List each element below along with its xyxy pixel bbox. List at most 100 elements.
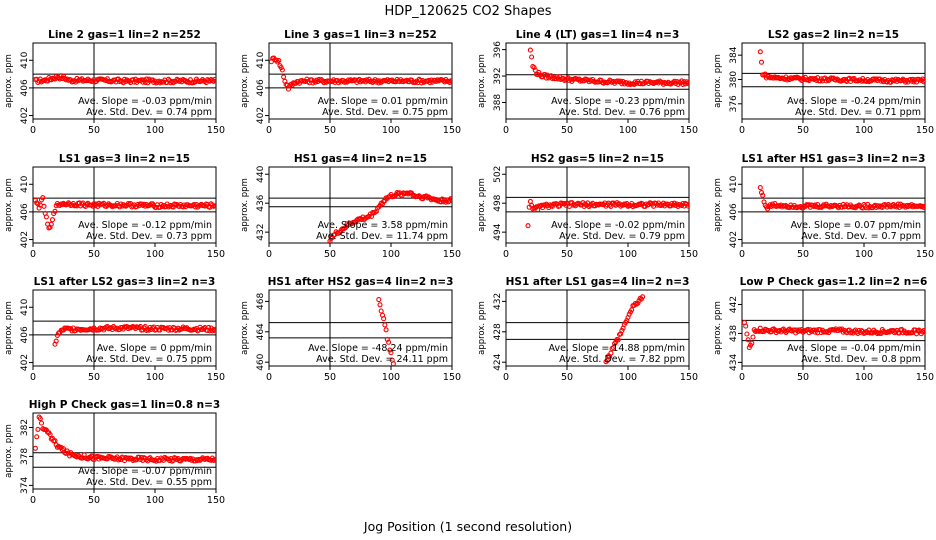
y-axis-label: approx. ppm	[477, 301, 487, 355]
data-point	[281, 74, 287, 80]
data-points	[525, 198, 689, 229]
y-tick-label: 376	[729, 95, 739, 112]
plot-frame	[505, 289, 690, 367]
y-tick-label: 424	[493, 353, 503, 370]
std-dev-label: Ave. Std. Dev. = 0.75 ppm	[86, 354, 212, 365]
std-dev-label: Ave. Std. Dev. = 24.11 ppm	[316, 354, 448, 365]
x-tick-label: 50	[88, 249, 100, 260]
x-tick-label: 50	[324, 372, 336, 383]
y-tick-label: 406	[729, 203, 739, 220]
data-point	[101, 200, 107, 206]
panels: Line 2 gas=1 lin=2 n=252 0 50 100 150 402 406 4…	[4, 29, 934, 506]
data-point	[387, 347, 393, 353]
slope-label: Ave. Slope = -0.12 ppm/min	[78, 220, 212, 231]
data-point	[745, 337, 751, 343]
x-tick-label: 0	[739, 249, 745, 260]
plot-frame	[741, 166, 926, 244]
data-point	[608, 350, 614, 356]
slope-label: Ave. Slope = 0 ppm/min	[97, 343, 212, 354]
data-point	[749, 340, 755, 346]
y-tick-label: 402	[256, 107, 266, 124]
data-point	[806, 330, 812, 336]
x-tick-label: 150	[916, 125, 934, 136]
data-point	[640, 294, 646, 300]
panel-title: Low P Check gas=1.2 lin=2 n=6	[740, 276, 928, 288]
y-tick-label: 396	[493, 41, 503, 58]
data-point	[618, 203, 624, 209]
data-point	[758, 190, 765, 196]
panel-title: HS1 after LS1 gas=4 lin=2 n=3	[506, 276, 690, 288]
y-tick-label: 432	[493, 293, 503, 310]
x-tick-label: 100	[382, 125, 400, 136]
panel-7: HS2 gas=5 lin=2 n=15 0 50 100 150 494 498 502 ap…	[477, 153, 698, 260]
data-point	[213, 203, 216, 209]
y-tick-label: 502	[493, 166, 503, 183]
y-axis-label: approx. ppm	[4, 424, 14, 478]
y-tick-label: 468	[256, 293, 266, 310]
data-point	[449, 197, 452, 203]
y-tick-label: 406	[20, 203, 30, 220]
data-points	[527, 47, 689, 87]
plot-frame	[32, 289, 217, 367]
data-point	[382, 322, 388, 328]
data-points	[52, 323, 216, 347]
data-point	[63, 450, 69, 456]
x-tick-label: 100	[382, 249, 400, 260]
plot-frame	[268, 166, 453, 244]
y-tick-label: 410	[20, 51, 30, 68]
x-tick-label: 50	[561, 249, 573, 260]
data-point	[41, 203, 47, 209]
std-dev-label: Ave. Std. Dev. = 0.7 ppm	[801, 231, 921, 242]
x-tick-label: 0	[30, 249, 36, 260]
x-tick-label: 100	[382, 372, 400, 383]
x-tick-label: 50	[324, 249, 336, 260]
panel-title: HS2 gas=5 lin=2 n=15	[531, 153, 664, 165]
slope-label: Ave. Slope = -0.04 ppm/min	[787, 343, 921, 354]
data-point	[922, 203, 925, 209]
panel-6: HS1 gas=4 lin=2 n=15 0 50 100 150 432 436 440 ap…	[240, 153, 461, 260]
data-point	[376, 297, 382, 303]
x-tick-label: 50	[561, 125, 573, 136]
y-tick-label: 392	[493, 67, 503, 84]
data-point	[38, 420, 45, 426]
panel-2: Line 3 gas=1 lin=3 n=252 0 50 100 150 402 406 4…	[240, 29, 461, 136]
panel-title: Line 2 gas=1 lin=2 n=252	[48, 29, 201, 41]
slope-label: Ave. Slope = 0.01 ppm/min	[318, 96, 448, 107]
x-tick-label: 0	[30, 125, 36, 136]
x-tick-label: 100	[619, 372, 637, 383]
data-point	[47, 431, 53, 438]
y-axis-label: approx. ppm	[4, 54, 14, 108]
x-tick-label: 0	[503, 372, 509, 383]
data-point	[377, 302, 383, 308]
data-point	[744, 331, 750, 337]
figure-xlabel: Jog Position (1 second resolution)	[363, 519, 572, 534]
data-points	[603, 294, 646, 365]
data-point	[582, 201, 588, 207]
x-tick-label: 150	[207, 125, 225, 136]
y-tick-label: 410	[20, 298, 30, 315]
y-tick-label: 428	[493, 323, 503, 340]
y-tick-label: 410	[20, 175, 30, 192]
plot-frame	[741, 289, 926, 367]
y-axis-label: approx. ppm	[477, 178, 487, 232]
y-tick-label: 498	[493, 194, 503, 211]
x-tick-label: 150	[443, 372, 461, 383]
x-tick-label: 0	[739, 372, 745, 383]
plot-frame	[741, 42, 926, 120]
data-point	[750, 334, 756, 340]
data-points	[327, 190, 452, 243]
data-point	[381, 316, 387, 322]
data-point	[922, 78, 925, 84]
panel-title: Line 4 (LT) gas=1 lin=4 n=3	[516, 29, 680, 41]
y-tick-label: 382	[20, 419, 30, 436]
x-tick-label: 150	[207, 372, 225, 383]
panel-9: LS1 after LS2 gas=3 lin=2 n=3 0 50 100 150 40…	[4, 276, 225, 383]
x-tick-label: 50	[797, 372, 809, 383]
data-point	[921, 79, 925, 85]
data-point	[53, 338, 59, 344]
data-point	[910, 76, 916, 82]
panel-title: LS1 after LS2 gas=3 lin=2 n=3	[34, 276, 216, 288]
data-point	[213, 456, 216, 462]
slope-label: Ave. Slope = -0.24 ppm/min	[787, 96, 921, 107]
